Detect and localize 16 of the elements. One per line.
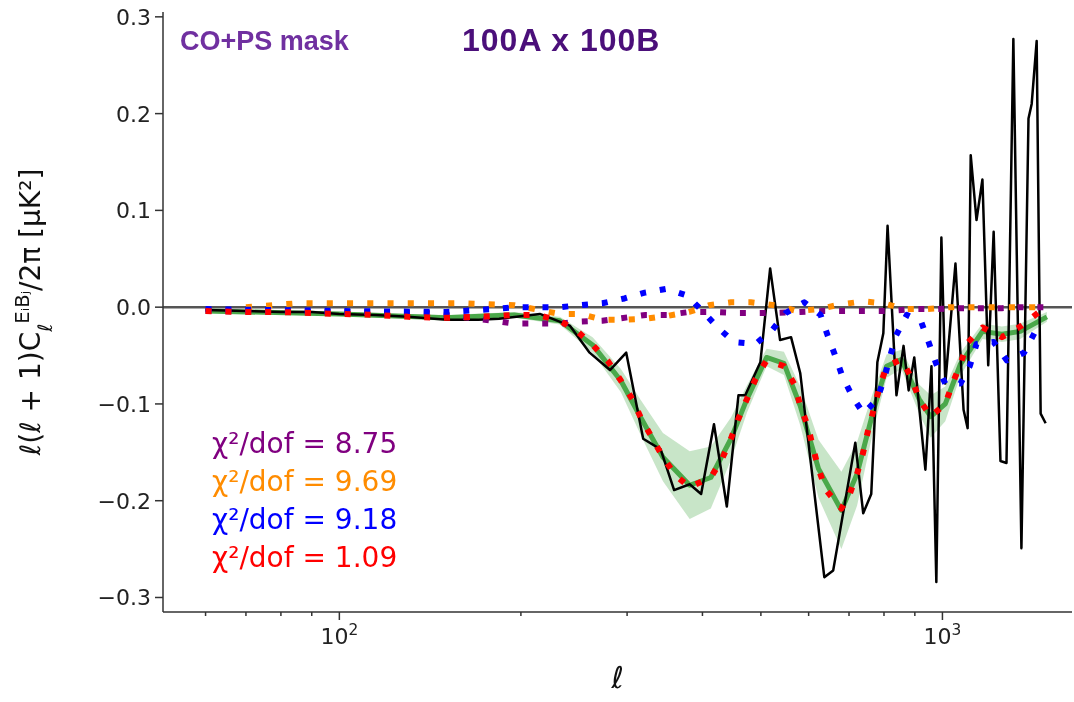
text: χ²/dof = 9.18 [212, 502, 398, 538]
annotation: CO+PS mask [180, 26, 349, 57]
text: χ²/dof = 1.09 [212, 540, 398, 576]
y-tick-label: −0.1 [97, 391, 151, 417]
x-axis-title: ℓ [610, 660, 624, 695]
chart-title: 100A x 100B [462, 22, 661, 59]
y-tick-label: −0.3 [97, 585, 151, 611]
y-tick-label: 0.2 [116, 101, 151, 127]
y-tick-label: 0.3 [116, 4, 151, 30]
x-tick-label: 10$^{3}$ [923, 621, 962, 649]
text: χ²/dof = 8.75 [212, 426, 398, 462]
text: χ²/dof = 9.69 [212, 464, 398, 500]
y-tick-label: 0.1 [116, 198, 151, 224]
y-tick-label: −0.2 [97, 488, 151, 514]
y-tick-label: 0.0 [116, 295, 151, 321]
x-tick-label: 10$^{2}$ [320, 621, 359, 649]
